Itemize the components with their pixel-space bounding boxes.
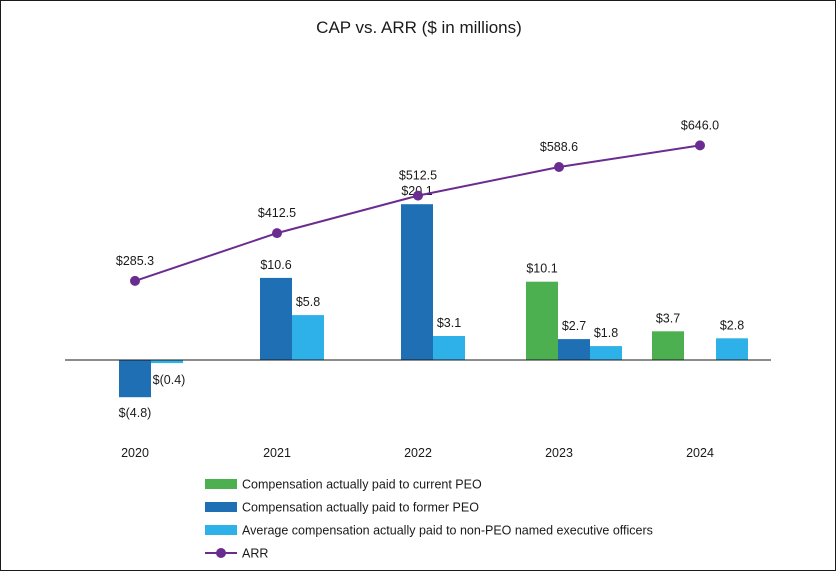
chart-title: CAP vs. ARR ($ in millions) xyxy=(316,18,522,37)
bar-average-compensation-actually-paid-to-no-2020 xyxy=(151,360,183,364)
bar-compensation-actually-paid-to-former-peo-2022 xyxy=(401,204,433,360)
arr-point-2021 xyxy=(272,228,282,239)
bar-labels-layer: $10.1$3.7$(4.8)$10.6$20.1$2.7$(0.4)$5.8$… xyxy=(119,184,745,420)
x-tick-2021: 2021 xyxy=(263,446,291,460)
x-tick-2020: 2020 xyxy=(121,446,149,460)
legend-marker xyxy=(216,548,226,558)
arr-label-2021: $412.5 xyxy=(258,206,296,220)
bar-label-2021-1: $10.6 xyxy=(260,258,291,272)
legend-label-0: Compensation actually paid to current PE… xyxy=(242,478,482,492)
bar-label-2024-2: $2.8 xyxy=(720,318,744,332)
bar-average-compensation-actually-paid-to-no-2022 xyxy=(433,336,465,360)
bar-average-compensation-actually-paid-to-no-2021 xyxy=(292,315,324,360)
legend-label-3: ARR xyxy=(242,547,268,561)
legend-item-3: ARR xyxy=(205,547,268,561)
bar-label-2022-2: $3.1 xyxy=(437,316,461,330)
bar-average-compensation-actually-paid-to-no-2024 xyxy=(716,338,748,360)
bar-average-compensation-actually-paid-to-no-2023 xyxy=(590,346,622,361)
arr-line-layer: $285.3 $412.5 $512.5 $588.6 $646.0 xyxy=(116,118,719,286)
arr-point-2020 xyxy=(130,275,140,286)
legend-swatch-2 xyxy=(205,525,237,535)
legend-swatch-1 xyxy=(205,502,237,512)
bar-label-2024-0: $3.7 xyxy=(656,311,680,325)
arr-point-2024 xyxy=(695,140,705,151)
x-tick-2024: 2024 xyxy=(686,446,714,460)
arr-label-2020: $285.3 xyxy=(116,254,154,268)
arr-label-2022: $512.5 xyxy=(399,169,437,183)
bar-compensation-actually-paid-to-current-pe-2023 xyxy=(526,281,558,360)
bar-compensation-actually-paid-to-former-peo-2021 xyxy=(260,277,292,360)
bar-compensation-actually-paid-to-former-peo-2023 xyxy=(558,339,590,360)
x-tick-labels: 2020 2021 2022 2023 2024 xyxy=(121,446,714,460)
bar-compensation-actually-paid-to-former-peo-2020 xyxy=(119,360,151,398)
arr-label-2024: $646.0 xyxy=(681,118,719,132)
legend-label-2: Average compensation actually paid to no… xyxy=(242,524,653,538)
bar-label-2023-2: $1.8 xyxy=(594,326,618,340)
arr-point-2022 xyxy=(413,190,423,201)
bars-layer xyxy=(119,204,748,398)
legend-item-1: Compensation actually paid to former PEO xyxy=(205,501,479,515)
legend-item-2: Average compensation actually paid to no… xyxy=(205,524,653,538)
x-tick-2023: 2023 xyxy=(545,446,573,460)
bar-label-2020-2: $(0.4) xyxy=(153,373,186,387)
legend-swatch-0 xyxy=(205,479,237,489)
bar-label-2023-1: $2.7 xyxy=(562,319,586,333)
legend-label-1: Compensation actually paid to former PEO xyxy=(242,501,479,515)
bar-compensation-actually-paid-to-current-pe-2024 xyxy=(652,331,684,360)
arr-label-2023: $588.6 xyxy=(540,140,578,154)
bar-label-2021-2: $5.8 xyxy=(296,295,320,309)
legend-item-0: Compensation actually paid to current PE… xyxy=(205,478,482,492)
bar-label-2023-0: $10.1 xyxy=(526,262,557,276)
arr-point-2023 xyxy=(554,162,564,172)
bar-label-2020-1: $(4.8) xyxy=(119,406,152,420)
x-tick-2022: 2022 xyxy=(404,446,432,460)
legend: Compensation actually paid to current PE… xyxy=(205,478,653,561)
